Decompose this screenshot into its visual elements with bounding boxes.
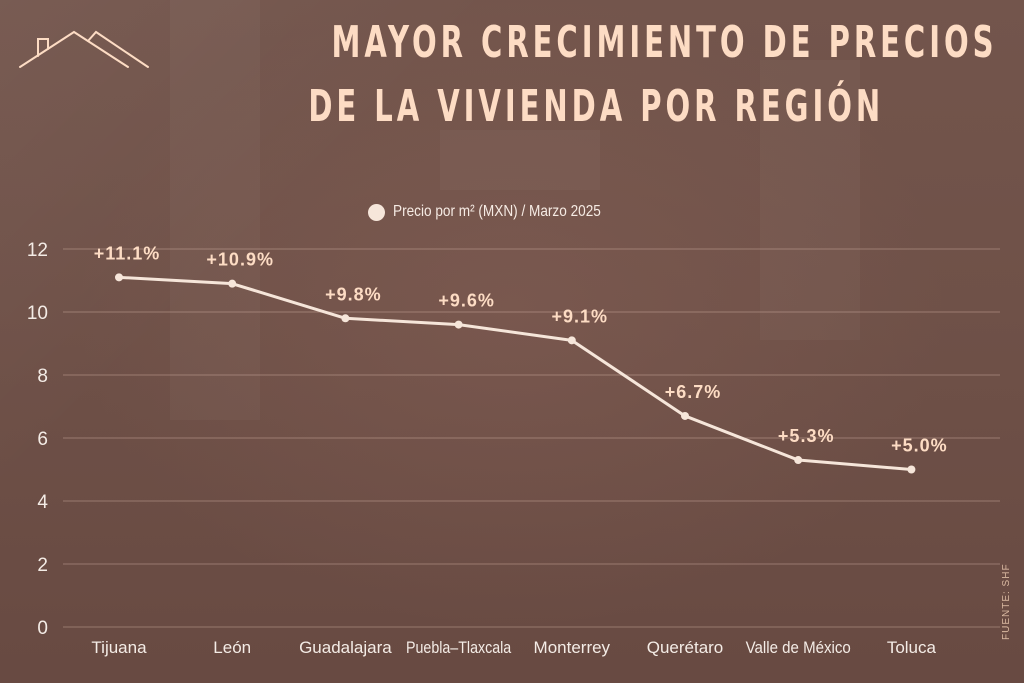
- x-tick-label: Puebla–Tlaxcala: [406, 638, 512, 657]
- chart-title-line1-text: MAYOR CRECIMIENTO DE PRECIOS: [331, 17, 998, 68]
- data-point: [454, 320, 463, 329]
- chart-legend: Precio por m² (MXN) / Marzo 2025: [368, 200, 638, 224]
- data-point: [115, 273, 123, 282]
- x-tick-label: Querétaro: [647, 638, 724, 657]
- data-point: [567, 336, 576, 345]
- source-note: FUENTE: SHF: [1001, 563, 1012, 640]
- house-roof-icon: [19, 30, 149, 68]
- y-tick-label: 0: [37, 618, 48, 639]
- x-tick-label: Toluca: [887, 638, 937, 657]
- series-line: [118, 275, 912, 471]
- y-tick-label: 4: [37, 492, 48, 513]
- x-tick-label: Valle de México: [746, 638, 851, 657]
- data-point: [228, 279, 237, 288]
- data-label: +5.3%: [778, 426, 835, 446]
- data-point: [907, 465, 916, 474]
- data-point: [794, 456, 803, 465]
- y-tick-label: 2: [37, 555, 48, 576]
- y-tick-label: 10: [27, 303, 48, 324]
- x-tick-label: Tijuana: [91, 638, 147, 657]
- y-tick-label: 6: [37, 429, 48, 450]
- data-label: +11.1%: [94, 243, 161, 263]
- data-label: +6.7%: [665, 382, 722, 402]
- data-point: [341, 314, 350, 323]
- x-tick-label: León: [213, 638, 251, 657]
- x-tick-label: Guadalajara: [299, 638, 392, 657]
- x-tick-label: Monterrey: [534, 638, 611, 657]
- legend-marker: [368, 203, 385, 221]
- data-label: +9.6%: [438, 291, 495, 311]
- chart-title-line2-text: DE LA VIVIENDA POR REGIÓN: [308, 81, 885, 132]
- y-tick-label: 12: [27, 240, 48, 261]
- legend-label: Precio por m² (MXN) / Marzo 2025: [393, 203, 601, 220]
- data-label: +9.1%: [552, 306, 609, 326]
- data-label: +5.0%: [891, 436, 948, 456]
- data-label: +9.8%: [325, 284, 382, 304]
- y-tick-label: 8: [37, 366, 48, 387]
- data-label: +10.9%: [206, 250, 274, 270]
- chart-title-line1: MAYOR CRECIMIENTO DE PRECIOS: [160, 18, 994, 68]
- data-point: [681, 411, 689, 420]
- chart-title-line2: DE LA VIVIENDA POR REGIÓN: [160, 82, 880, 132]
